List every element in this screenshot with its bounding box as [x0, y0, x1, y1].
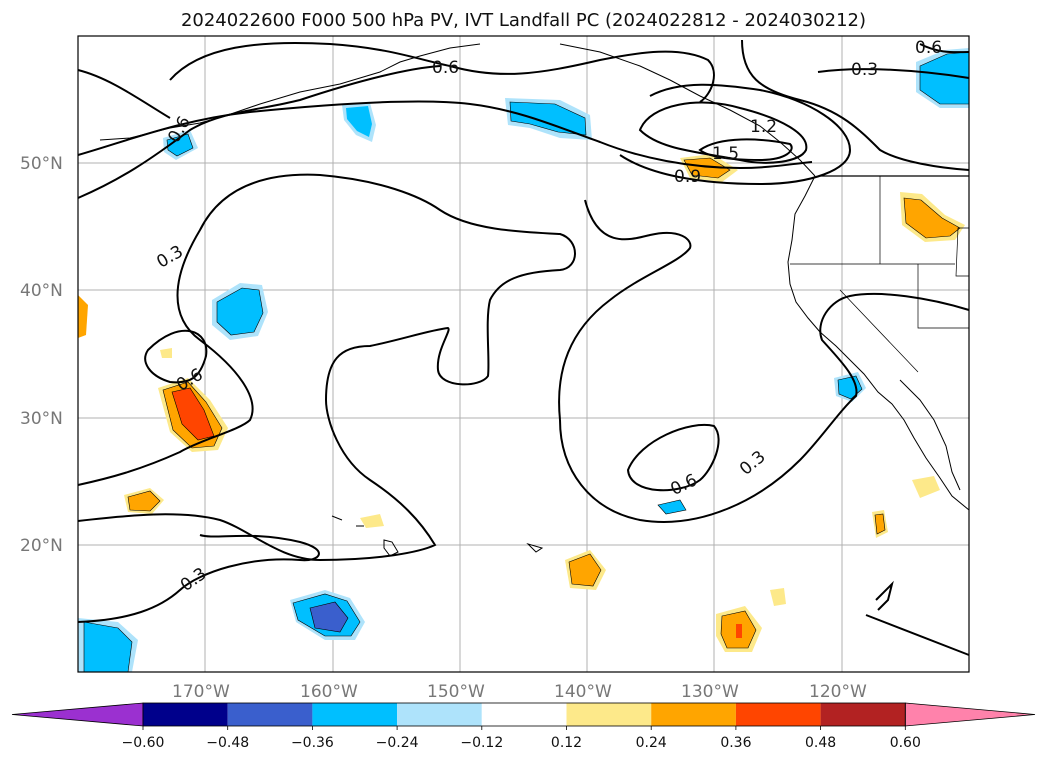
lat-labels: 50°N 40°N 30°N 20°N: [20, 154, 63, 556]
lat-label: 50°N: [20, 154, 63, 174]
contour-0-3-ne: [817, 68, 970, 79]
colorbar-outline: [142, 702, 906, 727]
pos-anomaly-hi-north: [360, 514, 384, 528]
pos-anomaly-mid-core: [568, 553, 602, 587]
neg-anomaly-central-core: [216, 287, 264, 336]
colorbar-segment: [735, 703, 821, 726]
colorbar-tick-label: 0.12: [551, 735, 582, 751]
lon-label: 170°W: [172, 682, 230, 702]
pos-anomaly-edge: [78, 295, 88, 338]
island-socorro: [875, 580, 894, 611]
colorbar-segment: [397, 703, 482, 726]
lon-label: 120°W: [809, 682, 867, 702]
colorbar-extend-high: [904, 702, 1036, 727]
coast-us-west: [787, 175, 970, 511]
contour-1-5: [698, 138, 793, 162]
map-title: 2024022600 F000 500 hPa PV, IVT Landfall…: [180, 10, 867, 31]
contour-0-6-east: [741, 39, 970, 171]
colorbar-segment: [143, 703, 228, 726]
pos-anomaly-tiny: [160, 348, 172, 358]
map-area: [78, 36, 969, 672]
colorbar-tick-label: −0.24: [376, 735, 419, 751]
contour-0-3-east: [558, 199, 692, 421]
map-frame: [77, 35, 970, 673]
contour-label: 0.6: [432, 58, 459, 78]
contour-label: 0.9: [674, 167, 701, 187]
contour-label: 0.3: [851, 60, 878, 80]
colorbar-tick-label: −0.60: [122, 735, 165, 751]
shaded-anomalies: [78, 48, 970, 673]
hawaii-islands: [331, 515, 544, 553]
pv-contours: [77, 39, 970, 656]
pos-anomaly-south-peak: [736, 624, 742, 638]
contour-0-6-small: [144, 329, 208, 384]
contour-0-3-south: [77, 534, 320, 623]
colorbar-extend-low: [11, 702, 144, 727]
neg-anomaly-hawaii-strong: [309, 601, 349, 633]
colorbar-segment: [227, 703, 313, 726]
contour-1-2: [638, 101, 808, 164]
contour-0-6-subtropic: [626, 423, 720, 492]
lon-label: 150°W: [427, 682, 485, 702]
lon-label: 160°W: [300, 682, 358, 702]
neg-anomaly-sw-core: [83, 621, 133, 673]
contour-0-3-southeast: [559, 292, 970, 523]
colorbar-segment: [312, 703, 398, 726]
neg-anomaly-small: [657, 499, 687, 515]
neg-anomaly-aleutian-core: [346, 106, 372, 137]
lon-label: 130°W: [681, 682, 739, 702]
colorbar-tick-label: 0.24: [636, 735, 667, 751]
state-borders: [790, 176, 969, 373]
contour-0-6-north: [77, 100, 813, 170]
colorbar-segment: [651, 703, 736, 726]
colorbar-tick-label: −0.48: [206, 735, 249, 751]
contour-0-6-nw: [77, 69, 171, 119]
lat-label: 40°N: [20, 281, 63, 301]
neg-anomaly-gulf-core: [509, 101, 587, 136]
contour-label: 1.2: [750, 117, 777, 137]
contour-label: 0.6: [915, 38, 942, 58]
contour-sw-end: [865, 614, 970, 656]
pos-anomaly-mexico-core: [874, 513, 886, 535]
colorbar-segment: [566, 703, 652, 726]
colorbar-tick-label: 0.60: [890, 735, 921, 751]
hawaii-island: [383, 539, 399, 557]
colorbar-segment: [820, 703, 906, 726]
contour-0-6-ne: [919, 43, 970, 54]
colorbar-tick-label: 0.48: [805, 735, 836, 751]
contour-0-6-west: [77, 65, 441, 199]
lon-label: 140°W: [554, 682, 612, 702]
pos-anomaly-gulf-core: [683, 157, 731, 179]
pos-anomaly-south-small: [770, 588, 786, 606]
contour-0-6-arc: [169, 41, 715, 103]
lon-labels: 170°W 160°W 150°W 140°W 130°W 120°W: [172, 682, 867, 702]
coast-baja: [899, 379, 961, 491]
lat-label: 20°N: [20, 536, 63, 556]
colorbar-segment: [481, 703, 567, 726]
contour-0-9: [619, 83, 852, 186]
colorbar-tick-label: 0.36: [720, 735, 751, 751]
colorbar: −0.60 −0.48 −0.36 −0.24 −0.12 0.12 0.24 0.36 0.4…: [11, 702, 1036, 751]
pos-anomaly-west-core: [127, 490, 161, 512]
colorbar-tick-label: −0.36: [291, 735, 334, 751]
pos-anomaly-pnw-core: [903, 197, 961, 239]
contour-label: 1.5: [712, 144, 739, 164]
colorbar-tick-label: −0.12: [460, 735, 503, 751]
lat-label: 30°N: [20, 409, 63, 429]
pos-anomaly-baja: [912, 476, 940, 498]
